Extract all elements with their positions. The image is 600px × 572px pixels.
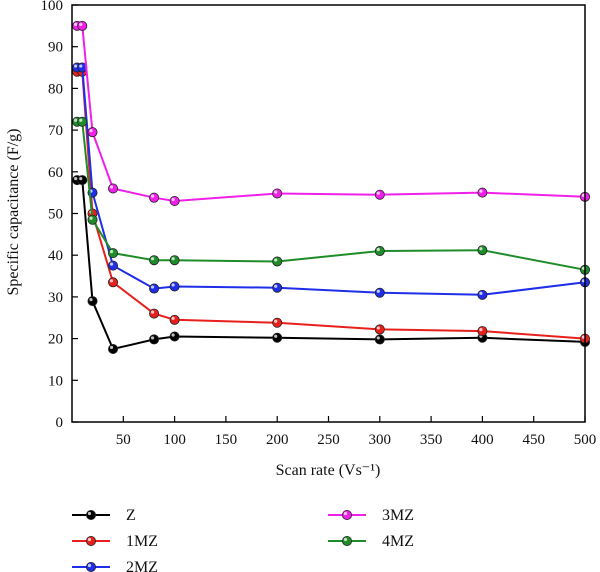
x-tick-label: 100 (163, 432, 186, 448)
data-point (272, 332, 283, 343)
data-point (108, 344, 119, 355)
y-tick-label: 40 (48, 248, 63, 264)
legend-label: 3MZ (382, 507, 414, 524)
legend-item-4mz: 4MZ (328, 533, 414, 550)
y-axis-title: Specific capacitance (F/g) (5, 128, 22, 295)
data-point (87, 296, 98, 307)
data-point (169, 281, 180, 292)
data-point (272, 317, 283, 328)
data-point (477, 245, 488, 256)
data-point (374, 287, 385, 298)
x-tick-label: 150 (215, 432, 238, 448)
y-tick-label: 100 (41, 0, 64, 14)
legend-label: Z (126, 507, 136, 524)
plot-marks (72, 20, 591, 355)
legend-item-1mz: 1MZ (72, 533, 158, 550)
y-tick-label: 50 (48, 207, 63, 223)
series-3mz (72, 20, 591, 206)
data-point (341, 536, 352, 547)
data-point (108, 183, 119, 194)
data-point (169, 195, 180, 206)
legend-item-z: Z (72, 507, 136, 524)
series-line (77, 70, 586, 340)
data-point (77, 175, 88, 186)
series-line (77, 179, 586, 351)
plot-frame (71, 4, 586, 423)
series-2mz (72, 62, 591, 300)
x-tick-label: 300 (369, 432, 392, 448)
series-line (77, 120, 586, 271)
legend-label: 1MZ (126, 533, 158, 550)
data-point (477, 289, 488, 300)
data-point (149, 334, 160, 345)
data-point (149, 308, 160, 319)
data-point (477, 326, 488, 337)
legend-item-3mz: 3MZ (328, 507, 414, 524)
data-point (86, 562, 96, 572)
legend-item-2mz: 2MZ (72, 559, 158, 572)
y-tick-label: 80 (48, 81, 63, 97)
x-axis-title: Scan rate (Vs⁻¹) (276, 462, 381, 479)
data-point (272, 282, 283, 293)
x-tick-label: 200 (266, 432, 289, 448)
data-point (149, 255, 160, 266)
data-point (86, 536, 97, 547)
data-point (169, 255, 180, 266)
data-point (374, 189, 385, 200)
x-tick-label: 250 (317, 432, 340, 448)
legend: Z 1MZ 2MZ 3MZ 4MZ (72, 507, 414, 572)
y-tick-label: 10 (48, 373, 63, 389)
y-tick-label: 0 (56, 415, 64, 431)
data-point (169, 331, 180, 342)
x-tick-label: 50 (116, 432, 131, 448)
y-tick-label: 70 (48, 123, 63, 139)
data-point (77, 116, 88, 127)
data-point (374, 334, 385, 345)
data-point (149, 192, 160, 203)
series-line (77, 24, 586, 203)
data-point (87, 214, 98, 225)
y-tick-label: 90 (48, 40, 63, 56)
legend-label: 2MZ (126, 559, 158, 572)
y-tick-label: 60 (48, 165, 63, 181)
x-tick-label: 450 (522, 432, 545, 448)
x-tick-label: 400 (471, 432, 494, 448)
x-tick-label: 350 (420, 432, 443, 448)
x-tick-label: 500 (574, 432, 597, 448)
y-tick-label: 20 (48, 332, 63, 348)
y-tick-label: 30 (48, 290, 63, 306)
data-point (108, 260, 119, 271)
data-point (169, 314, 180, 325)
data-point (86, 509, 97, 520)
data-point (87, 127, 98, 138)
data-point (272, 256, 283, 267)
series-1mz (72, 66, 591, 344)
data-point (149, 283, 160, 294)
data-point (374, 324, 385, 335)
data-point (374, 246, 385, 257)
data-point (477, 187, 488, 198)
series-line (77, 66, 586, 296)
data-point (272, 188, 283, 199)
data-point (341, 509, 352, 520)
data-point (77, 20, 88, 31)
data-point (77, 62, 88, 73)
data-point (108, 248, 119, 259)
legend-label: 4MZ (382, 533, 414, 550)
axes: 0 10 20 30 40 50 60 70 80 90 100 50 100 150 200 250 300 3… (41, 0, 597, 448)
data-point (108, 277, 119, 288)
